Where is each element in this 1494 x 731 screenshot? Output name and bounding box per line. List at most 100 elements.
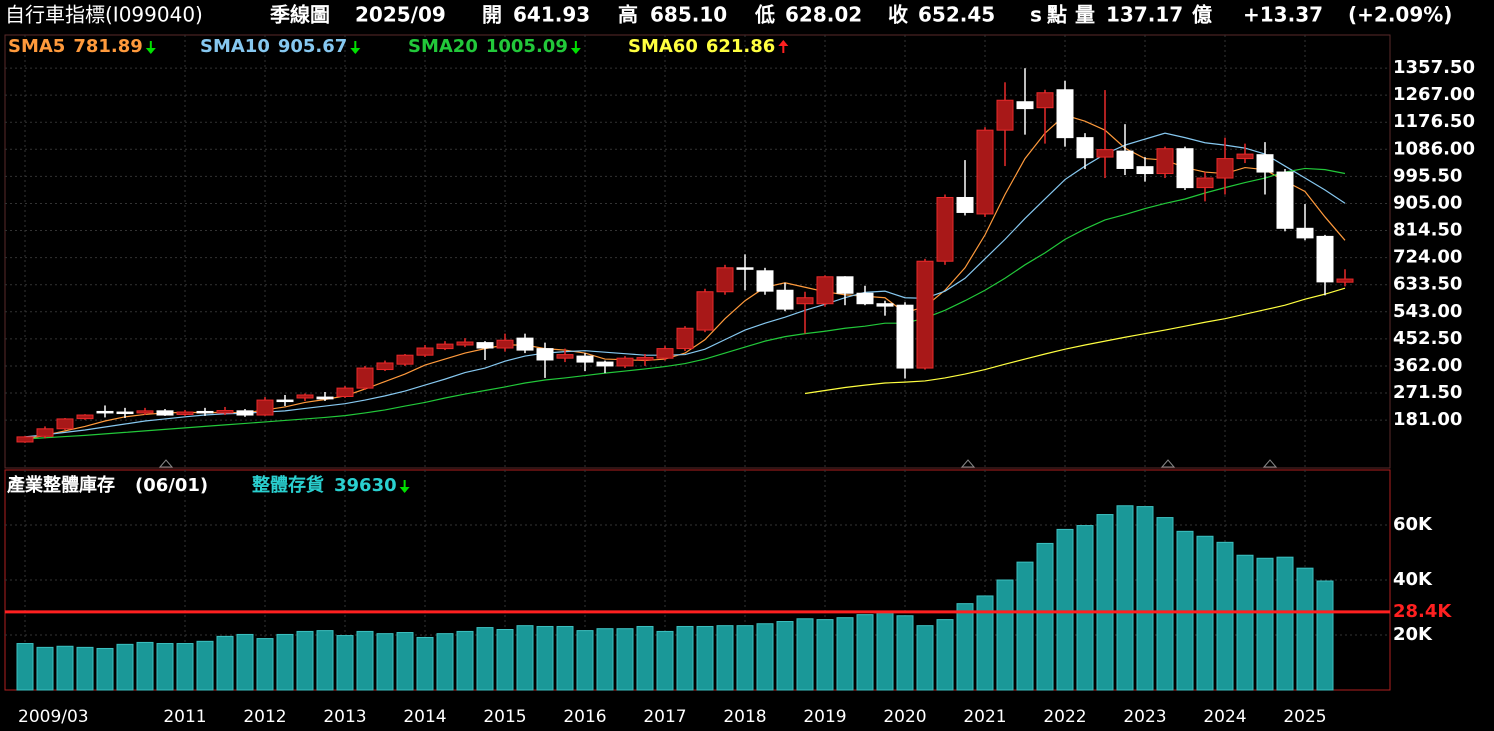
bar [636, 625, 654, 691]
x-tick-label: 2023 [1123, 707, 1166, 727]
candle-body [156, 410, 174, 416]
y-tick-label: 20K [1393, 624, 1433, 645]
candle-body [416, 347, 434, 356]
bar [216, 635, 234, 691]
volume-label: 量 [1075, 3, 1095, 27]
y-tick-label: 452.50 [1393, 328, 1462, 349]
low-value: 628.02 [785, 3, 862, 27]
candle-body [1076, 137, 1094, 159]
candle-body [1276, 171, 1294, 229]
x-tick-label: 2009/03 [18, 707, 89, 727]
legend-value: 39630 [334, 475, 397, 496]
candle-body [236, 410, 254, 416]
y-tick-label: 1267.00 [1393, 84, 1475, 105]
inventory-title: 產業整體庫存 [7, 474, 115, 496]
bar [116, 643, 134, 691]
bar [956, 603, 974, 691]
candle-body [136, 410, 154, 414]
bar [916, 625, 934, 691]
bar [1136, 506, 1154, 691]
bar [716, 625, 734, 691]
candle-body [16, 436, 34, 443]
volume-unit: 億 [1192, 3, 1212, 27]
candle-body [196, 410, 214, 414]
legend-value: 621.86 [706, 36, 775, 57]
bar [156, 643, 174, 691]
candle-body [996, 99, 1014, 131]
candle-body [256, 399, 274, 416]
bar [1296, 567, 1314, 691]
bar [656, 630, 674, 691]
candle-body [1316, 235, 1334, 283]
candle-body [56, 418, 74, 430]
candle-body [116, 411, 134, 415]
volume-value: 137.17 [1106, 3, 1183, 27]
bar [1256, 557, 1274, 691]
candle-body [656, 348, 674, 359]
bar [896, 615, 914, 691]
candle-body [736, 267, 754, 270]
y-tick-label: 362.00 [1393, 355, 1462, 376]
bar [616, 628, 634, 691]
bar [16, 643, 34, 691]
legend-value: 905.67 [278, 36, 347, 57]
bar [1076, 525, 1094, 691]
bar [936, 619, 954, 691]
candle-body [36, 428, 54, 437]
candle-body [1016, 101, 1034, 110]
legend-name: SMA20 [408, 36, 478, 57]
legend-name: SMA5 [8, 36, 65, 57]
candle-body [696, 291, 714, 331]
inventory-date: (06/01) [135, 475, 208, 496]
bar [696, 625, 714, 691]
bar [56, 645, 74, 691]
candle-body [76, 414, 94, 420]
close-flag: s [1030, 3, 1042, 27]
trend-arrow-head [570, 48, 581, 54]
bar [1056, 528, 1074, 691]
bar [396, 632, 414, 691]
bar [1316, 580, 1334, 691]
candle-body [1136, 166, 1154, 175]
title: 自行車指標(I099040) [5, 3, 203, 27]
x-tick-label: 2017 [643, 707, 686, 727]
reference-label: 28.4K [1393, 601, 1452, 622]
candle-body [776, 289, 794, 310]
bar [736, 625, 754, 691]
moving-average-line [804, 287, 1346, 395]
open-value: 641.93 [513, 3, 590, 27]
x-tick-label: 2025 [1283, 707, 1326, 727]
candle-body [616, 357, 634, 367]
x-tick-label: 2011 [163, 707, 206, 727]
y-tick-label: 60K [1393, 514, 1433, 535]
x-tick-label: 2016 [563, 707, 606, 727]
x-tick-label: 2015 [483, 707, 526, 727]
candle-body [1156, 148, 1174, 175]
bar [1276, 556, 1294, 691]
candle-body [596, 361, 614, 367]
candle-body [856, 292, 874, 305]
bar [556, 625, 574, 691]
price-panel [4, 34, 1391, 469]
x-tick-label: 2014 [403, 707, 446, 727]
change: +13.37 [1243, 3, 1323, 27]
x-tick-label: 2012 [243, 707, 286, 727]
bar [196, 640, 214, 691]
candle-body [756, 270, 774, 292]
bar [776, 621, 794, 691]
bar [456, 630, 474, 691]
y-tick-label: 1086.00 [1393, 138, 1475, 159]
bar [1216, 541, 1234, 691]
bar [356, 630, 374, 691]
date: 2025/09 [355, 3, 446, 27]
candle-body [576, 355, 594, 363]
bar [876, 612, 894, 691]
bar [296, 630, 314, 691]
event-marker [158, 459, 174, 468]
bar [976, 595, 994, 691]
event-markers [158, 459, 1278, 468]
bar [676, 625, 694, 691]
candle-body [836, 276, 854, 294]
candle-body [316, 396, 334, 400]
